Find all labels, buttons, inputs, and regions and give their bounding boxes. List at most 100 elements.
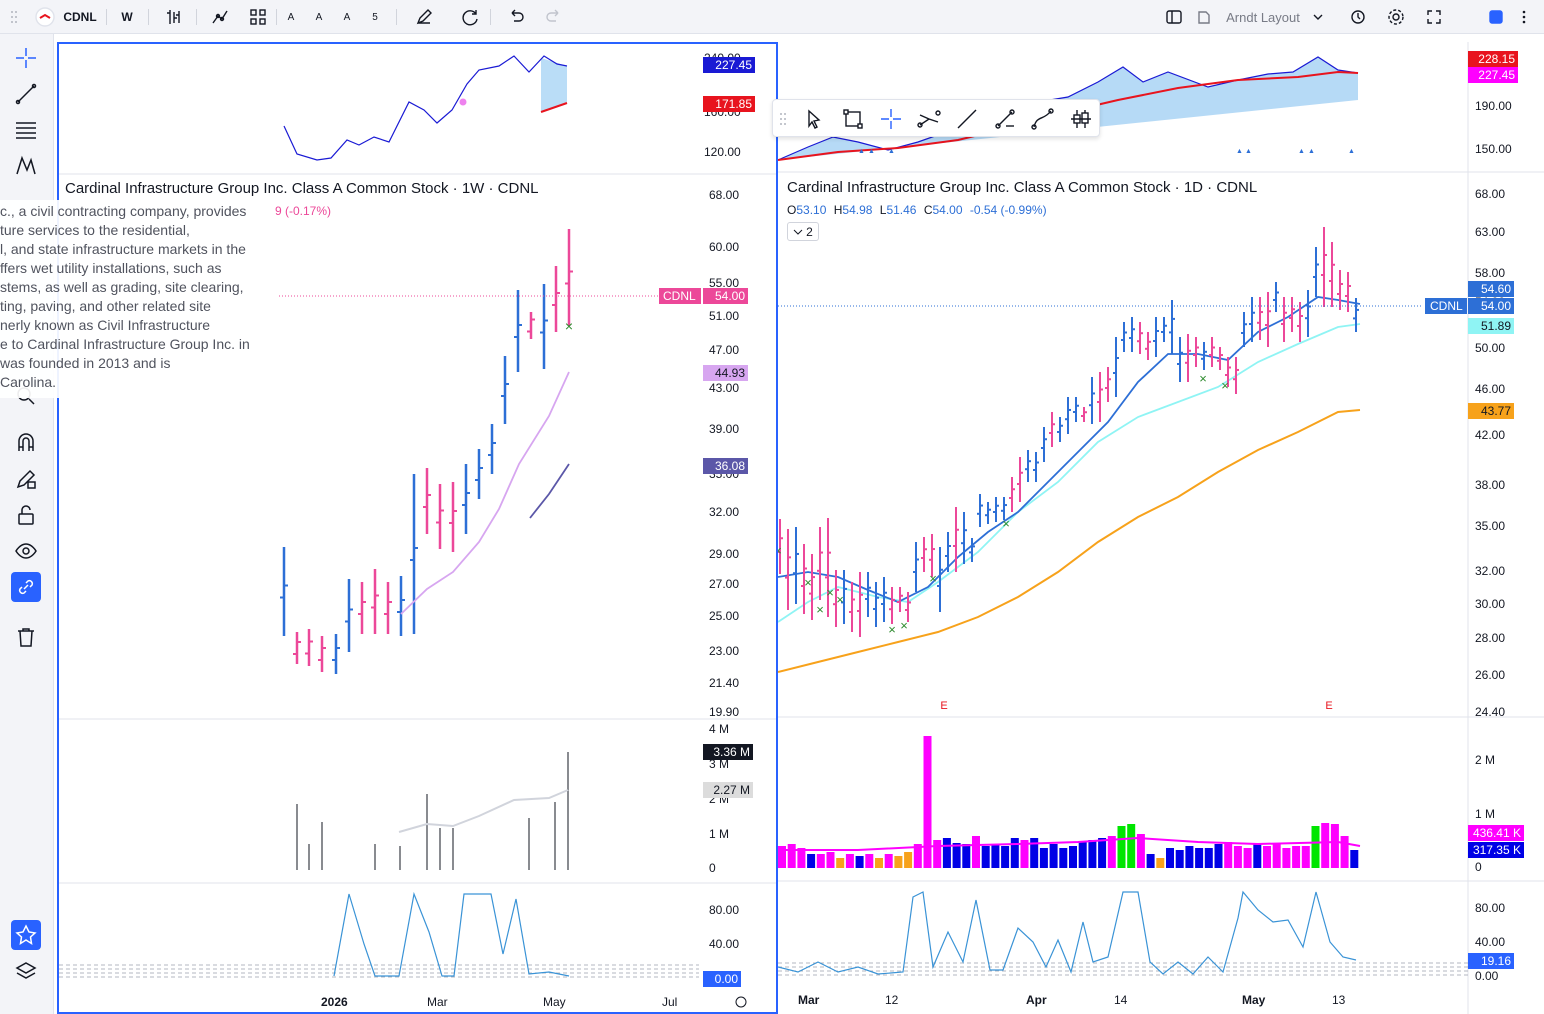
drawbar-drag-handle-icon[interactable]: [775, 104, 791, 134]
bar-style-icon[interactable]: [162, 0, 186, 34]
settings-gear-icon[interactable]: [1384, 0, 1408, 34]
path-tool-icon[interactable]: [914, 104, 944, 134]
volume-bar: [894, 856, 903, 868]
volume-bar: [1020, 840, 1029, 868]
more-menu-icon[interactable]: [1514, 0, 1534, 34]
alert-a-button-1[interactable]: A: [287, 11, 295, 23]
ma-line-2: [529, 463, 570, 519]
volume-bar: [1049, 844, 1058, 868]
layers-icon[interactable]: [11, 956, 41, 986]
price-axis-label: 25.00: [709, 609, 739, 623]
signal-marker: ×: [1221, 378, 1229, 393]
volume-tag: 3.36 M: [713, 745, 750, 759]
ray-tool-icon[interactable]: [990, 104, 1020, 134]
price-tag: 51.89: [1481, 319, 1511, 333]
top-tag-bg: [703, 96, 755, 112]
osc-tag-bg: [703, 971, 741, 987]
star-watchlist-icon[interactable]: [11, 920, 41, 950]
indicators-icon[interactable]: [208, 0, 232, 34]
volume-bar: [855, 856, 864, 868]
price-tag: 44.93: [715, 366, 745, 380]
trash-icon[interactable]: [11, 622, 41, 652]
rs-marker: ▲: [1308, 148, 1315, 155]
unlock-icon[interactable]: [11, 500, 41, 530]
alert-a-button-2[interactable]: A: [315, 11, 323, 23]
drag-handle-icon[interactable]: [4, 0, 24, 34]
osc-axis-label: 0.00: [1475, 969, 1499, 983]
symbol-search-button[interactable]: CDNL: [63, 10, 97, 24]
weekly-chart[interactable]: 240.00160.00120.00227.45171.8568.0060.00…: [57, 42, 778, 1014]
price-axis-label: 43.00: [709, 381, 739, 395]
description-line: ting, paving, and other related site: [0, 298, 211, 314]
lock-drawing-icon[interactable]: [11, 464, 41, 494]
crosshair-icon[interactable]: [11, 43, 41, 73]
top-tag-bg: [1468, 67, 1518, 83]
price-tag: 43.77: [1481, 404, 1511, 418]
volume-bar: [1233, 846, 1242, 868]
fullscreen-icon[interactable]: [1422, 0, 1446, 34]
volume-bar: [1272, 843, 1281, 868]
refresh-icon[interactable]: [458, 0, 482, 34]
interval-button[interactable]: W: [121, 10, 133, 24]
x-axis-label: 14: [1114, 993, 1128, 1007]
volume-bar: [1321, 823, 1330, 868]
daily-chart[interactable]: ▲ ▲ ▲ ▲ ▲ ▲ ▲ ▲ 190.00 150.00 228.15 227.45 68.00 63.…: [778, 42, 1544, 1014]
line-tool-icon[interactable]: [952, 104, 982, 134]
x-axis-label: Mar: [798, 993, 820, 1007]
volume-bar: [1350, 850, 1359, 868]
collapse-indicators-button[interactable]: 2: [787, 222, 819, 241]
cloud-icon: [1196, 0, 1212, 34]
quick-search-icon[interactable]: [1346, 0, 1370, 34]
fib-lines-icon[interactable]: [11, 115, 41, 145]
alert-a-button-3[interactable]: A: [343, 11, 351, 23]
eye-icon[interactable]: [11, 536, 41, 566]
x-axis-label: May: [543, 995, 566, 1009]
x-axis-label: 13: [1332, 993, 1346, 1007]
description-line: was founded in 2013 and is: [0, 355, 171, 371]
volume-bar: [904, 852, 913, 868]
volume-bar: [1069, 846, 1077, 868]
volume-bar: [845, 854, 854, 868]
ohlc-legend: O53.10 H54.98 L51.46 C54.00 -0.54 (-0.99…: [787, 203, 1047, 217]
layout-grid-icon[interactable]: [1162, 0, 1186, 34]
price-axis-label: 39.00: [709, 422, 739, 436]
price-tag-bg: [1468, 281, 1514, 297]
undo-icon[interactable]: [504, 0, 528, 34]
ema-10-line: [778, 296, 1361, 603]
templates-icon[interactable]: [246, 0, 270, 34]
rectangle-tool-icon[interactable]: [838, 104, 868, 134]
weekly-chart-canvas[interactable]: 240.00160.00120.00227.45171.8568.0060.00…: [59, 44, 776, 1012]
oscillator-line: [778, 890, 1357, 975]
pattern-icon[interactable]: [11, 151, 41, 181]
price-tag-bg: [1468, 403, 1514, 419]
price-tag-symbol-bg: [659, 288, 701, 304]
chevron-down-icon[interactable]: [1310, 0, 1326, 34]
number-five-button[interactable]: 5: [372, 11, 378, 23]
volume-bar: [1146, 854, 1155, 868]
candle-tool-icon[interactable]: [1066, 104, 1096, 134]
curve-tool-icon[interactable]: [1028, 104, 1058, 134]
price-axis-label: 55.00: [709, 276, 739, 290]
link-icon[interactable]: [11, 572, 41, 602]
signal-marker: ×: [565, 318, 573, 334]
top-tag-bg: [703, 57, 755, 73]
volume-axis-label: 0: [1475, 860, 1482, 874]
trend-line-icon[interactable]: [11, 79, 41, 109]
crosshair-tool-icon[interactable]: [876, 104, 906, 134]
volume-axis-label: 1 M: [709, 827, 729, 841]
volume-ma-line: [398, 789, 569, 833]
rs-marker: ▲: [858, 148, 865, 155]
ema-50-line: [778, 409, 1361, 673]
redo-icon[interactable]: [542, 0, 566, 34]
price-tag-bg: [703, 365, 748, 381]
price-axis-label: 63.00: [1475, 225, 1505, 239]
cursor-arrow-icon[interactable]: [799, 104, 829, 134]
snapshot-square-icon[interactable]: [1484, 0, 1508, 34]
symbol-logo-icon[interactable]: [34, 0, 56, 34]
price-axis-label: 35.00: [1475, 519, 1505, 533]
layout-name[interactable]: Arndt Layout: [1226, 9, 1300, 25]
pencil-icon[interactable]: [412, 0, 436, 34]
price-axis-label: 30.00: [1475, 597, 1505, 611]
volume-bar: [1107, 836, 1116, 868]
magnet-icon[interactable]: [11, 428, 41, 458]
